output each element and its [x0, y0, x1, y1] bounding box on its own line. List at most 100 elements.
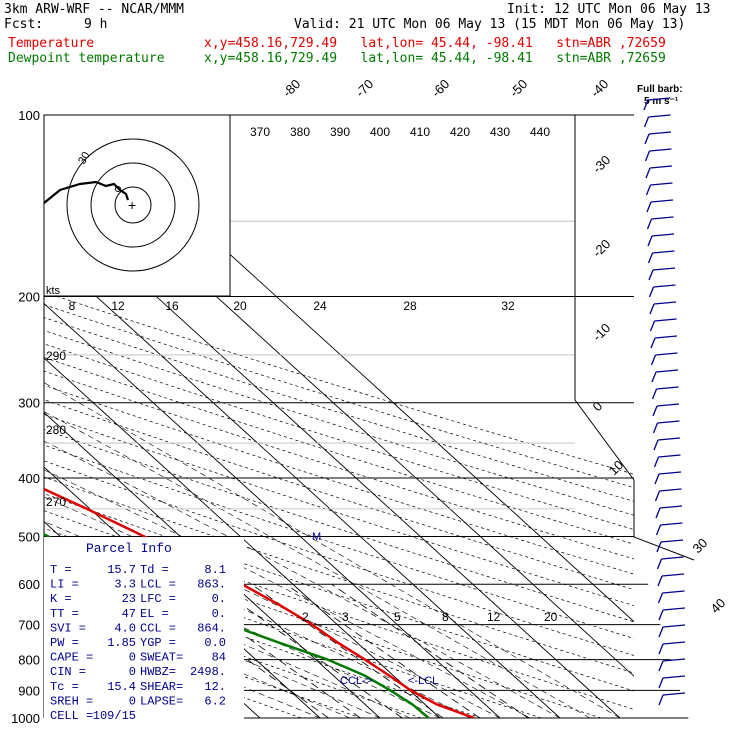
pressure-label-600: 600 — [18, 577, 40, 592]
parcel-info-value: 0 — [129, 694, 136, 708]
wind-barb — [648, 131, 672, 135]
parcel-info-key: HWBZ= — [140, 665, 176, 679]
wind-barb — [649, 148, 672, 152]
theta-label: 440 — [530, 125, 550, 139]
parcel-info-value: 4.0 — [114, 621, 136, 635]
parcel-info-key: LAPSE= — [140, 694, 183, 708]
wind-barb-flag — [658, 694, 664, 706]
mixing-ratio-line — [142, 583, 329, 718]
isotherm-label: 10 — [606, 457, 627, 478]
dry-adiabat — [44, 564, 482, 718]
speed-tick-label: 8 — [69, 299, 76, 313]
ccl-marker: CCL-> — [340, 675, 372, 687]
isotherm-label: -60 — [429, 76, 453, 100]
sounding-profiles — [44, 487, 475, 718]
isotherm-label: -20 — [590, 236, 614, 260]
wind-barb — [662, 607, 686, 611]
theta-label: 400 — [370, 125, 390, 139]
wind-barb-flag — [655, 507, 661, 519]
wind-barb-flag — [645, 184, 652, 196]
parcel-info-background — [44, 537, 244, 722]
pressure-label-100: 100 — [18, 108, 40, 123]
theta-label: 370 — [250, 125, 270, 139]
wind-barb — [652, 250, 675, 254]
moist-adiabat — [44, 496, 501, 718]
wind-barb-flag — [653, 456, 660, 468]
isotherm-line — [44, 248, 561, 718]
forecast-label: Fcst: — [4, 17, 44, 32]
parcel-info-key: SWEAT= — [140, 651, 183, 665]
pressure-label-900: 900 — [18, 683, 40, 698]
parcel-info-value: 23 — [122, 592, 136, 606]
wind-barb-flag — [651, 371, 657, 383]
wind-barb — [647, 97, 671, 101]
wind-barb-flag — [644, 150, 651, 162]
parcel-info-value: 0. — [212, 607, 226, 621]
parcel-info-key: Td = — [140, 563, 169, 577]
parcel-info-key: EL = — [140, 607, 169, 621]
dry-adiabat — [44, 414, 634, 606]
speed-tick-label: 28 — [403, 299, 417, 313]
wind-barb — [655, 369, 679, 373]
model-title: 3km ARW-WRF -- NCAR/MMM — [4, 2, 185, 17]
parcel-info-value: 84 — [212, 651, 226, 665]
isotherm-label: -10 — [590, 320, 614, 344]
wind-barb — [654, 318, 677, 322]
hodograph-units: kts — [46, 285, 61, 297]
wind-barb-flag — [648, 286, 655, 298]
isotherm-label: 30 — [690, 535, 711, 556]
plot-right-border — [574, 115, 695, 561]
dry-adiabat — [44, 444, 634, 639]
wind-barbs — [643, 97, 686, 706]
axis-labels: 2 3 5 8 12 201002003004005006007008009001000-… — [11, 76, 728, 726]
pressure-label-400: 400 — [18, 471, 40, 486]
wind-barb — [662, 624, 686, 628]
wind-barb — [650, 199, 674, 203]
wind-barb-flag — [650, 354, 657, 366]
hodograph-ring-label: 30 — [76, 150, 93, 167]
parcel-info-key: SVI = — [50, 621, 86, 635]
forecast-hour: 9 h — [84, 17, 108, 32]
mixing-ratio-label: 12 — [487, 610, 501, 624]
parcel-info-key: Tc = — [50, 680, 79, 694]
wind-barb-flag — [643, 116, 650, 128]
parcel-info-key: CAPE = — [50, 651, 93, 665]
pressure-label-500: 500 — [18, 529, 40, 544]
isotherm-label: 0 — [590, 398, 606, 414]
series-line — [44, 532, 430, 718]
parcel-info-key: LCL = — [140, 578, 176, 592]
parcel-info-key: CCL = — [140, 621, 176, 635]
wind-barb-flag — [655, 524, 662, 536]
speed-tick-label: 12 — [111, 299, 125, 313]
parcel-info-key: PW = — [50, 636, 79, 650]
parcel-info-key: TT = — [50, 607, 79, 621]
wind-barb — [651, 216, 674, 220]
isotherm-label: -70 — [353, 76, 377, 100]
valid-time: Valid: 21 UTC Mon 06 May 13 (15 MDT Mon … — [294, 17, 686, 32]
parcel-info-value: 863. — [197, 578, 226, 592]
isotherm-line — [44, 411, 381, 718]
parcel-info-key: K = — [50, 592, 72, 606]
init-time: Init: 12 UTC Mon 06 May 13 — [507, 2, 711, 17]
wind-barb — [659, 488, 682, 492]
parcel-info-value: 15.7 — [107, 563, 136, 577]
parcel-info-value: 15.4 — [107, 680, 136, 694]
pressure-label-700: 700 — [18, 618, 40, 633]
parcel-info-value: 0.0 — [204, 636, 226, 650]
wind-barb-flag — [649, 303, 655, 315]
parcel-info-key: SHEAR= — [140, 680, 183, 694]
theta-label: 390 — [330, 125, 350, 139]
parcel-info-key: YGP = — [140, 636, 176, 650]
hodograph-ring — [66, 138, 200, 272]
isotherm-line — [0, 115, 20, 718]
parcel-info-value: 0. — [212, 592, 226, 606]
wind-barb — [658, 471, 682, 475]
parcel-info-title: Parcel Info — [86, 541, 172, 556]
wind-barb-flag — [652, 405, 658, 417]
wind-barb — [659, 505, 683, 509]
wind-barb-flag — [651, 388, 658, 400]
parcel-info-value: 864. — [197, 621, 226, 635]
pressure-label-800: 800 — [18, 653, 40, 668]
parcel-info-value: 8.1 — [204, 563, 226, 577]
parcel-info-value: 1.85 — [107, 636, 136, 650]
